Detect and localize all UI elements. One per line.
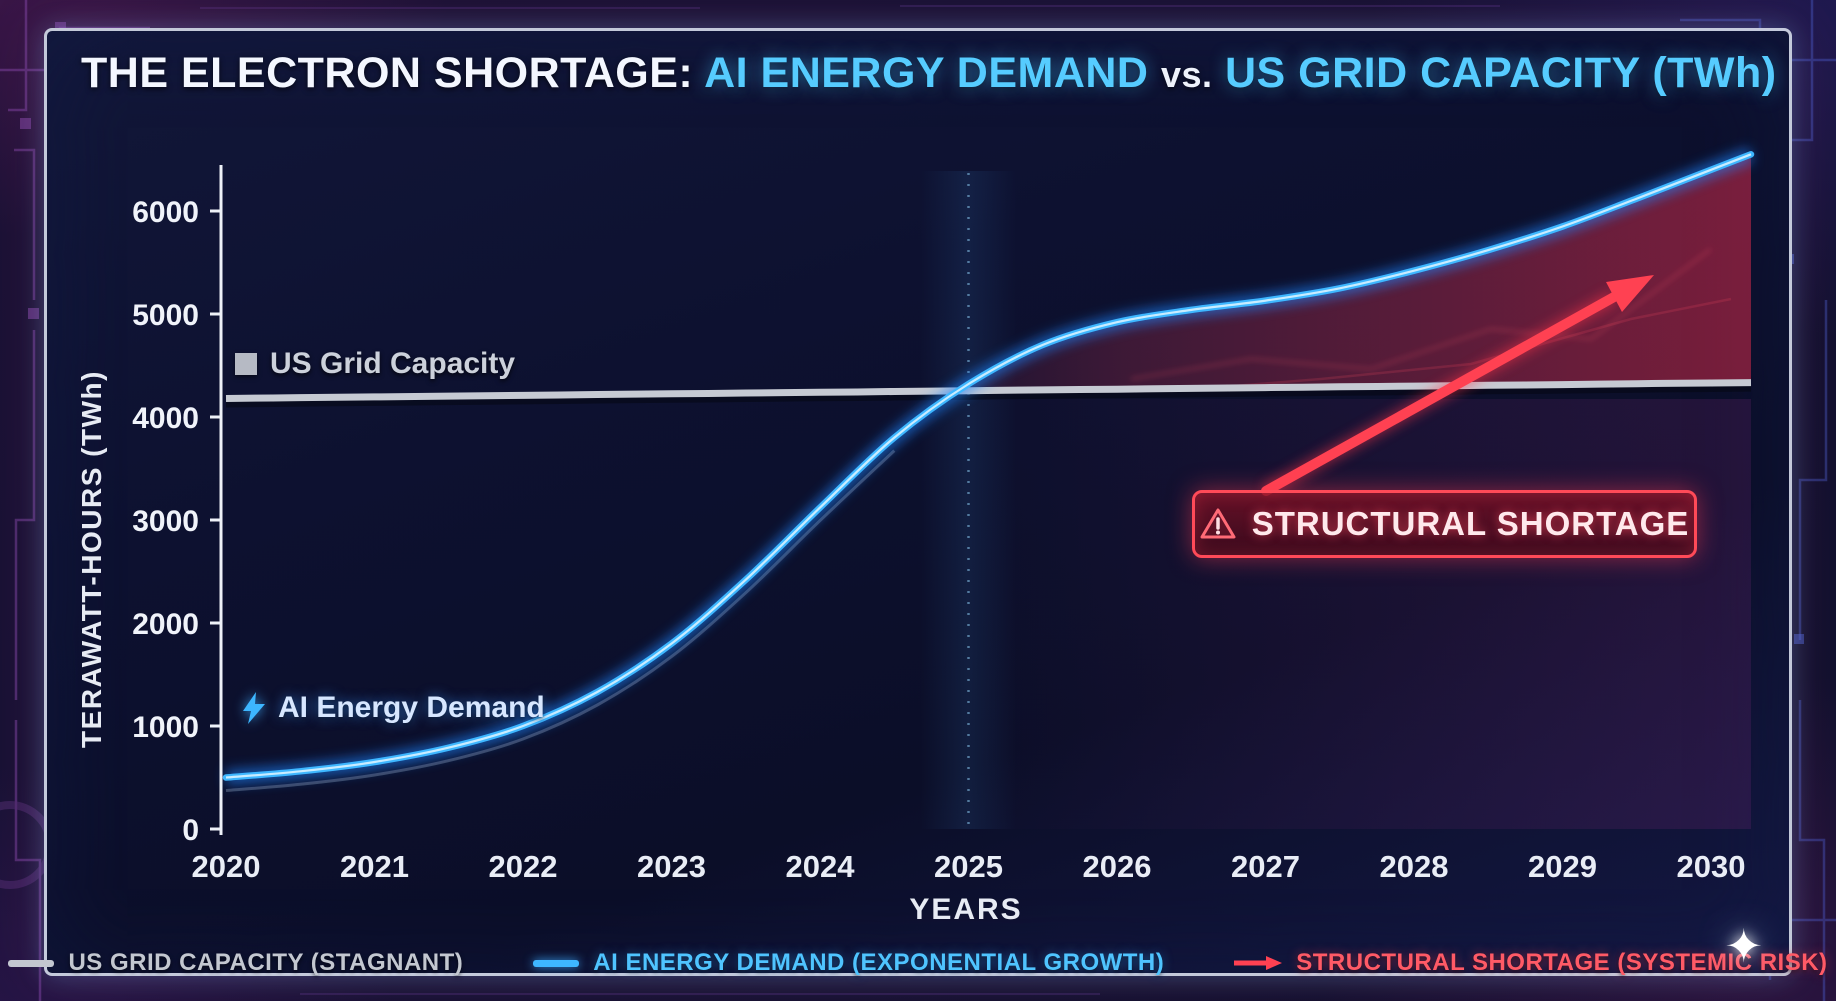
arrow-head (1606, 275, 1654, 312)
x-tick-label: 2030 (1677, 849, 1746, 884)
x-tick-label: 2024 (786, 849, 856, 884)
legend-grid-line-swatch (8, 959, 55, 967)
warning-icon (1200, 508, 1236, 539)
x-tick-label: 2027 (1231, 849, 1300, 884)
y-axis-label: TERAWATT-HOURS (TWh) (76, 370, 107, 748)
capacity-line (225, 379, 1752, 402)
grid-capacity-swatch-icon (235, 353, 257, 375)
legend-grid-label: US GRID CAPACITY (STAGNANT) (68, 949, 464, 976)
title-grid-segment: US GRID CAPACITY (TWh) (1224, 49, 1777, 97)
y-tick-label: 1000 (132, 711, 199, 744)
legend-demand-line-swatch (533, 959, 580, 967)
legend-shortage-label: STRUCTURAL SHORTAGE (SYSTEMIC RISK) (1296, 949, 1828, 976)
page-title: THE ELECTRON SHORTAGE: AI ENERGY DEMAND … (81, 49, 1777, 98)
ai-demand-annotation-label: AI Energy Demand (278, 691, 545, 724)
x-tick-label: 2025 (934, 849, 1003, 884)
x-tick-label: 2028 (1380, 849, 1449, 884)
red-filament-decoration (1130, 248, 1712, 381)
purple-wash-decoration (971, 399, 1751, 829)
legend-arrow-swatch-icon (1234, 956, 1283, 970)
x-tick-label: 2029 (1528, 849, 1597, 884)
title-prefix: THE ELECTRON SHORTAGE: (81, 49, 694, 97)
red-filament-decoration (1170, 297, 1732, 393)
legend-demand-label: AI ENERGY DEMAND (EXPONENTIAL GROWTH) (593, 949, 1165, 976)
chart-panel: THE ELECTRON SHORTAGE: AI ENERGY DEMAND … (8, 28, 1827, 977)
title-vs: vs. (1160, 54, 1213, 95)
y-tick-label: 4000 (132, 402, 199, 435)
chart-axis-layer: 0 1000 2000 3000 4000 5000 6000 2020 2021 2022 202… (132, 165, 1745, 884)
x-tick-label: 2020 (192, 849, 261, 884)
legend-item-ai-demand: AI ENERGY DEMAND (EXPONENTIAL GROWTH) (533, 949, 1164, 977)
demand-line-echo (225, 449, 896, 792)
title-ai-segment: AI ENERGY DEMAND (704, 49, 1149, 97)
event-glow-band (920, 171, 1017, 829)
sparkle-icon: ✦ (1724, 920, 1763, 972)
lightning-bolt-icon (243, 692, 265, 724)
y-tick-label: 3000 (132, 505, 199, 538)
x-tick-label: 2021 (340, 849, 409, 884)
structural-shortage-badge: STRUCTURAL SHORTAGE (1192, 490, 1697, 558)
legend-item-shortage: STRUCTURAL SHORTAGE (SYSTEMIC RISK) (1234, 949, 1827, 977)
grid-capacity-annotation: US Grid Capacity (235, 347, 515, 381)
y-tick-label: 5000 (132, 299, 199, 332)
structural-shortage-badge-label: STRUCTURAL SHORTAGE (1251, 505, 1690, 542)
chart: 0 1000 2000 3000 4000 5000 6000 2020 2021 2022 202… (76, 147, 1755, 926)
x-tick-label: 2026 (1083, 849, 1152, 884)
grid-capacity-annotation-label: US Grid Capacity (270, 347, 516, 380)
chart-lines-layer (222, 147, 1755, 792)
x-tick-label: 2022 (489, 849, 558, 884)
capacity-line-shadow (225, 381, 1752, 408)
chart-decoration-layer (920, 171, 1751, 829)
y-tick-label: 6000 (132, 196, 199, 229)
y-tick-label: 0 (182, 814, 199, 847)
x-tick-label: 2023 (637, 849, 706, 884)
ai-demand-annotation: AI Energy Demand (243, 691, 545, 725)
demand-line-core (225, 153, 1752, 779)
x-axis-label: YEARS (909, 893, 1022, 926)
arrow-shaft (1261, 292, 1619, 496)
legend: US GRID CAPACITY (STAGNANT) AI ENERGY DE… (8, 949, 1827, 977)
shortage-arrow (1261, 275, 1654, 498)
y-tick-label: 2000 (132, 608, 199, 641)
legend-item-grid-capacity: US GRID CAPACITY (STAGNANT) (8, 949, 463, 977)
